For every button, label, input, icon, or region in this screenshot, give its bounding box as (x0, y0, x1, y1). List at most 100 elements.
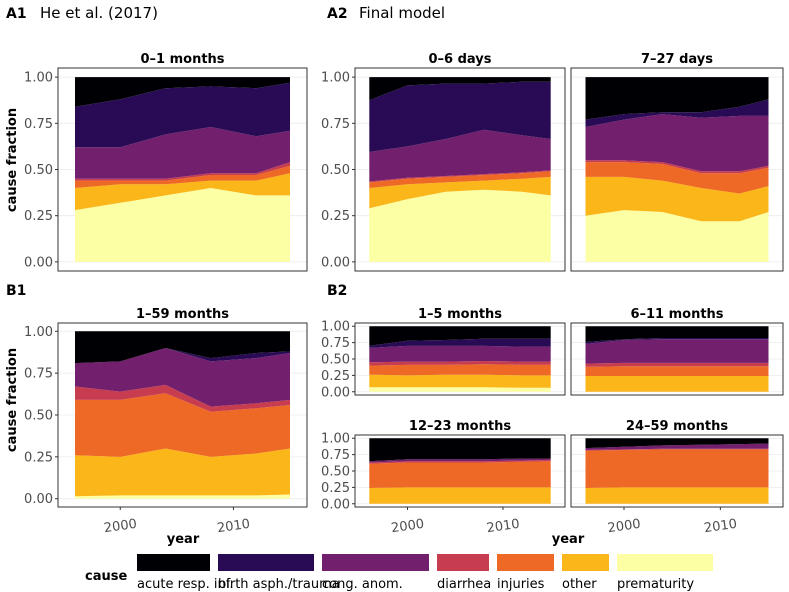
area-prematurity (75, 494, 290, 499)
area-other (585, 376, 769, 392)
panel-b2c: 12–23 months 0.000.250.50 0.751.00 2000 2010 (321, 419, 566, 536)
area-cong-anom- (75, 348, 290, 407)
area-injuries (369, 171, 551, 188)
legend-key-acute-resp-inf- (137, 554, 210, 571)
area-prematurity (369, 189, 551, 262)
area-acute-resp-inf- (75, 331, 290, 364)
y-tick-label: 0.75 (24, 117, 53, 132)
area-other (585, 487, 769, 504)
y-tick-label: 0.00 (24, 492, 53, 507)
x-tick-label: 2000 (103, 517, 138, 536)
legend-key-other (562, 554, 609, 571)
plot-border (570, 322, 784, 396)
legend-title: cause (85, 569, 127, 584)
y-tick-label: 0.00 (321, 255, 350, 270)
facet-title-a2b: 7–27 days (641, 52, 713, 67)
legend-key-birth-asph-trauma (218, 554, 314, 571)
panel-a1: 0–1 months 0.00 0.25 0.50 0.75 1.00 (24, 52, 308, 272)
area-prematurity (75, 188, 290, 262)
facet-title-b2c: 12–23 months (409, 419, 511, 434)
area-diarrhea (369, 361, 551, 366)
y-tick-label: 1.00 (24, 71, 53, 86)
legend: cause acute resp. inf.birth asph./traumac… (85, 554, 713, 592)
x-tick-label: 2000 (607, 517, 642, 536)
facet-title-a1: 0–1 months (140, 52, 224, 67)
y-tick-label: 0.25 (321, 369, 350, 384)
area-cong-anom- (585, 114, 769, 172)
legend-label-birth-asph-trauma: birth asph./trauma (218, 577, 340, 592)
area-cong-anom- (369, 458, 551, 463)
panel-title-a2: Final model (359, 4, 445, 22)
area-injuries (75, 393, 290, 457)
area-diarrhea (585, 448, 769, 451)
x-tick-label: 2010 (703, 517, 738, 536)
area-diarrhea (585, 362, 769, 367)
y-tick-label: 0.00 (321, 497, 350, 512)
legend-label-acute-resp-inf-: acute resp. inf. (137, 577, 234, 592)
area-birth-asph-trauma (585, 338, 769, 344)
area-cong-anom- (75, 127, 290, 179)
y-tick-label: 0.75 (24, 367, 53, 382)
legend-label-diarrhea: diarrhea (437, 577, 491, 592)
x-tick-label: 2010 (486, 517, 521, 536)
x-tick-label: 2010 (216, 517, 251, 536)
panel-tag-a2: A2 (327, 6, 348, 22)
area-cong-anom- (585, 339, 769, 364)
area-other (369, 374, 551, 388)
plot-border (570, 67, 784, 272)
area-injuries (585, 162, 769, 194)
legend-label-prematurity: prematurity (617, 577, 694, 592)
y-tick-label: 0.00 (321, 385, 350, 400)
panel-b2a: 1–5 months 0.000.250.50 0.751.00 (321, 307, 566, 400)
x-tick-label: 2000 (390, 517, 425, 536)
legend-label-other: other (562, 577, 597, 592)
y-tick-label: 0.50 (321, 465, 350, 480)
area-other (75, 448, 290, 497)
facet-title-b2d: 24–59 months (626, 419, 728, 434)
area-injuries (585, 449, 769, 488)
y-tick-label: 0.00 (24, 255, 53, 270)
area-acute-resp-inf- (585, 326, 769, 342)
y-tick-label: 1.00 (321, 432, 350, 447)
y-axis-label-top: cause fraction (5, 108, 20, 212)
area-birth-asph-trauma (585, 99, 769, 127)
legend-key-diarrhea (437, 554, 489, 571)
plot-border (570, 434, 784, 508)
area-other (369, 487, 551, 504)
y-tick-label: 0.50 (321, 353, 350, 368)
area-cong-anom- (585, 443, 769, 450)
legend-key-injuries (497, 554, 554, 571)
area-acute-resp-inf- (585, 438, 769, 449)
area-acute-resp-inf- (369, 77, 551, 101)
area-diarrhea (75, 162, 290, 181)
panel-tag-a1: A1 (6, 6, 27, 22)
y-axis-label-bottom: cause fraction (5, 348, 20, 452)
y-tick-label: 0.25 (321, 209, 350, 224)
area-acute-resp-inf- (369, 326, 551, 346)
y-tick-label: 0.25 (24, 450, 53, 465)
panel-b1: 1–59 months 0.00 0.25 0.50 0.75 1.00 2000 2010 (24, 307, 308, 536)
y-tick-label: 0.75 (321, 117, 350, 132)
y-tick-label: 1.00 (321, 320, 350, 335)
x-axis-label-left: year (167, 532, 200, 547)
panel-tag-b1: B1 (6, 283, 26, 299)
legend-key-cong-anom- (322, 554, 429, 571)
panel-title-a1: He et al. (2017) (40, 4, 158, 22)
area-other (585, 176, 769, 222)
area-diarrhea (369, 459, 551, 464)
panel-b2d: 24–59 months 2000 2010 (570, 419, 784, 536)
panel-b2b: 6–11 months (570, 307, 784, 396)
y-tick-label: 0.50 (24, 409, 53, 424)
y-tick-label: 0.75 (321, 448, 350, 463)
area-cong-anom- (369, 129, 551, 182)
area-birth-asph-trauma (75, 82, 290, 148)
panel-a2a: 0–6 days 0.00 0.25 0.50 0.75 1.00 (321, 52, 566, 272)
area-injuries (369, 364, 551, 376)
area-birth-asph-trauma (75, 348, 290, 364)
area-acute-resp-inf- (585, 77, 769, 120)
legend-label-injuries: injuries (497, 577, 545, 592)
facet-title-a2a: 0–6 days (428, 52, 491, 67)
area-acute-resp-inf- (75, 77, 290, 107)
